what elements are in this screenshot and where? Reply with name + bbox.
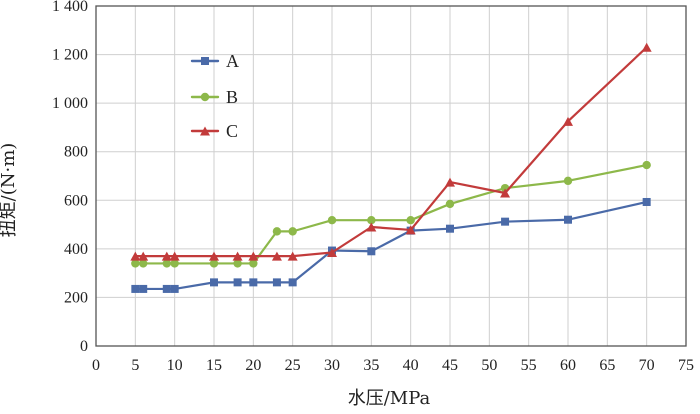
series-c-point (287, 251, 298, 261)
y-tick-label: 1 000 (52, 95, 88, 112)
series-b-point (272, 227, 282, 236)
series-c-point (161, 251, 172, 261)
series-c-point (563, 116, 573, 126)
legend-a-marker (201, 57, 209, 65)
series-c-point (500, 188, 511, 198)
legend-c-label: C (226, 121, 238, 141)
series-b-point (249, 259, 258, 268)
series-b-point (131, 259, 140, 268)
series-c (130, 42, 652, 261)
x-tick-label: 75 (678, 357, 694, 374)
legend-item-c: C (190, 121, 238, 141)
series-c-point (445, 177, 455, 187)
series-a-point (446, 224, 454, 233)
x-tick-label: 65 (599, 357, 615, 374)
series-c-point (327, 248, 337, 257)
series-a-point (249, 278, 258, 287)
x-tick-label: 50 (481, 357, 497, 374)
x-tick-label: 10 (167, 357, 183, 374)
series-b-point (209, 259, 219, 268)
series-b-point (170, 259, 179, 268)
series-b-point (563, 176, 573, 186)
series-a-point (210, 278, 218, 287)
series-b-point (406, 216, 415, 225)
series-c-point (271, 251, 282, 261)
y-tick-label: 800 (64, 144, 88, 161)
tick-labels: 0 200 400 600 800 1 000 1 200 1 400 0 5 10 15 20 25 30… (52, 0, 694, 374)
legend-a-label: A (226, 51, 239, 71)
y-tick-label: 600 (64, 192, 88, 209)
series-b-point (445, 199, 455, 209)
x-tick-label: 25 (285, 357, 301, 374)
axis-layer (95, 5, 687, 347)
series-a-point (272, 278, 281, 287)
series-c-point (138, 251, 149, 261)
y-tick-label: 1 200 (52, 47, 88, 64)
series-b-point (162, 259, 171, 268)
x-tick-label: 0 (92, 357, 100, 374)
series-a-point (233, 278, 242, 287)
series-b-point (139, 259, 148, 268)
x-tick-label: 70 (639, 357, 655, 374)
x-tick-label: 40 (403, 357, 419, 374)
x-tick-label: 45 (442, 357, 458, 374)
legend-b-label: B (226, 87, 238, 107)
y-tick-label: 0 (80, 338, 88, 355)
x-tick-label: 55 (521, 357, 537, 374)
legend: ABC (190, 51, 239, 141)
y-tick-label: 1 400 (52, 0, 88, 15)
series-c-point (232, 251, 243, 261)
series-c-point (248, 251, 259, 261)
series-c-point (130, 251, 141, 261)
y-tick-label: 400 (64, 241, 88, 258)
series-a-point (131, 284, 140, 293)
legend-c-marker (200, 126, 210, 136)
series-c-point (366, 222, 377, 232)
x-tick-label: 30 (324, 357, 340, 374)
series-a-point (170, 284, 179, 293)
series-a-point (642, 197, 651, 206)
x-tick-label: 35 (363, 357, 379, 374)
series-b-point (233, 259, 242, 268)
series-c-point (169, 251, 180, 261)
y-tick-label: 200 (64, 289, 88, 306)
plot-frame (95, 5, 687, 347)
series-a-point (367, 247, 376, 256)
legend-item-a: A (190, 51, 239, 71)
series-a-point (162, 284, 171, 293)
series-b-point (288, 227, 297, 236)
series-b (131, 160, 651, 268)
series-layer (130, 42, 652, 293)
series-c-point (405, 225, 416, 235)
y-axis-title: 扭矩/(N·m) (0, 143, 19, 238)
x-tick-label: 60 (560, 357, 576, 374)
series-a-point (139, 284, 148, 293)
series-b-point (327, 216, 337, 225)
x-tick-label: 5 (131, 357, 139, 374)
legend-item-b: B (190, 87, 238, 107)
x-tick-label: 20 (245, 357, 261, 374)
series-c-point (641, 42, 652, 52)
series-b-point (642, 160, 651, 170)
series-a-point (501, 217, 510, 226)
series-a-point (288, 278, 297, 287)
x-tick-label: 15 (206, 357, 222, 374)
x-axis-title: 水压/MPa (348, 388, 431, 409)
series-a-point (564, 215, 572, 224)
legend-b-marker (200, 92, 210, 102)
series-b-point (367, 216, 376, 225)
series-c-line (134, 46, 648, 258)
series-c-point (209, 251, 219, 261)
